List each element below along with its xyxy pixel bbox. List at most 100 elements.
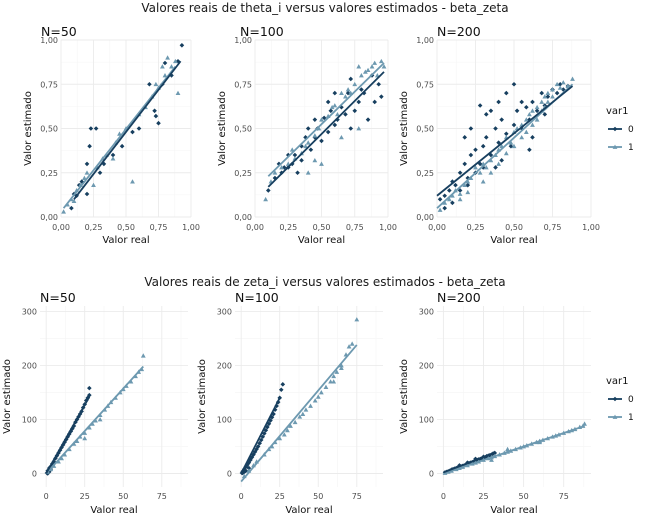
- panel-label: N=100: [240, 24, 284, 39]
- data-point: [272, 170, 278, 175]
- data-point: [288, 423, 293, 428]
- data-point: [147, 81, 152, 87]
- data-point: [504, 90, 509, 96]
- data-point: [292, 152, 298, 158]
- data-point: [457, 196, 463, 202]
- legend-key-marker: [612, 414, 618, 419]
- data-point: [483, 135, 489, 140]
- data-point: [321, 115, 327, 121]
- x-tick-label: 0,00: [246, 223, 264, 232]
- data-point: [534, 104, 540, 110]
- data-point: [315, 394, 321, 399]
- data-point: [308, 147, 314, 153]
- data-point: [480, 179, 486, 184]
- y-tick-label: 0,25: [416, 169, 434, 178]
- panel-0: 0,00 0,25 0,50 0,75 1,00 0,00 0,25 0,50 0,75 1,00…: [23, 24, 200, 246]
- legend-key-marker: [612, 396, 618, 402]
- data-point: [299, 158, 304, 163]
- x-tick-label: 0: [239, 492, 244, 501]
- panel-label: N=50: [41, 24, 77, 39]
- data-point: [457, 170, 463, 176]
- data-point: [292, 419, 298, 425]
- x-axis-title: Valor real: [298, 235, 345, 246]
- legend-label: 0: [628, 395, 634, 405]
- data-point: [499, 158, 504, 163]
- data-point: [119, 143, 125, 149]
- legend-title: var1: [606, 376, 629, 387]
- data-point: [560, 80, 566, 85]
- y-tick-label: 300: [22, 307, 37, 316]
- chart-1: Valores reais de zeta_i versus valores e…: [2, 275, 634, 516]
- fit-line-0: [267, 71, 385, 188]
- data-point: [465, 179, 471, 184]
- x-tick-label: 0,50: [505, 223, 523, 232]
- data-point: [493, 126, 498, 131]
- data-point: [130, 179, 135, 184]
- data-point: [356, 64, 362, 69]
- data-point: [71, 198, 77, 203]
- data-point: [136, 126, 142, 131]
- y-tick-label: 0: [32, 469, 37, 478]
- data-point: [349, 341, 355, 346]
- x-tick-label: 0,50: [117, 223, 135, 232]
- data-point: [179, 43, 185, 48]
- data-point: [542, 112, 548, 117]
- data-point: [345, 87, 351, 92]
- data-point: [308, 403, 313, 408]
- data-point: [488, 157, 494, 163]
- y-axis-title: Valor estimado: [197, 359, 208, 434]
- data-point: [483, 165, 489, 170]
- data-point: [332, 122, 338, 128]
- y-axis-title: Valor estimado: [399, 91, 410, 166]
- x-tick-label: 25: [80, 492, 90, 501]
- data-point: [82, 430, 88, 435]
- data-point: [305, 170, 311, 175]
- data-point: [175, 90, 181, 96]
- data-point: [312, 398, 318, 403]
- x-tick-label: 0,25: [467, 223, 485, 232]
- y-tick-label: 0,00: [234, 213, 252, 222]
- y-tick-label: 0,75: [234, 80, 252, 89]
- y-tick-label: 0,25: [40, 169, 58, 178]
- data-point: [348, 76, 354, 82]
- data-point: [534, 117, 540, 122]
- data-point: [130, 129, 135, 135]
- data-point: [545, 90, 551, 96]
- data-point: [369, 64, 375, 69]
- data-point: [252, 449, 258, 455]
- data-point: [277, 435, 283, 441]
- legend-key-marker: [612, 126, 618, 132]
- data-point: [263, 196, 269, 202]
- data-point: [152, 108, 157, 114]
- data-point: [280, 382, 286, 387]
- data-point: [258, 437, 264, 443]
- data-point: [480, 143, 486, 149]
- x-axis-title: Valor real: [285, 505, 332, 516]
- x-tick-label: 0,50: [313, 223, 331, 232]
- x-tick-label: 0,00: [428, 223, 446, 232]
- data-point: [381, 64, 387, 69]
- data-point: [462, 161, 468, 167]
- data-point: [545, 99, 551, 104]
- data-point: [499, 117, 504, 122]
- data-point: [88, 126, 94, 131]
- data-point: [437, 197, 443, 202]
- data-point: [356, 126, 362, 131]
- data-point: [110, 152, 116, 158]
- data-point: [530, 135, 535, 140]
- data-point: [297, 414, 303, 419]
- data-point: [534, 108, 540, 114]
- y-tick-label: 0,50: [234, 125, 252, 134]
- data-point: [303, 407, 309, 412]
- data-point: [346, 344, 352, 349]
- data-point: [268, 418, 273, 423]
- data-point: [503, 150, 509, 156]
- data-point: [91, 182, 96, 188]
- data-point: [279, 165, 284, 170]
- x-tick-label: 0,25: [85, 223, 103, 232]
- data-point: [305, 140, 311, 145]
- data-point: [303, 143, 308, 149]
- data-point: [505, 446, 510, 452]
- x-tick-label: 1,00: [582, 223, 600, 232]
